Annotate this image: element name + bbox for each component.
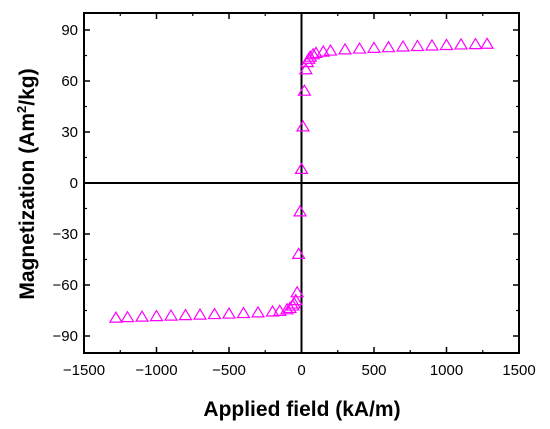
data-point [265, 304, 280, 317]
data-point [352, 41, 367, 54]
data-point [303, 50, 318, 62]
data-point [236, 306, 251, 319]
data-point [221, 306, 237, 319]
data-point [410, 39, 425, 52]
data-point [207, 307, 222, 320]
y-tick-label: 0 [70, 175, 78, 192]
x-tick-label: −500 [212, 362, 246, 379]
data-point [134, 309, 150, 322]
data-point [323, 43, 338, 56]
y-tick-label: −60 [53, 277, 78, 294]
x-tick-label: 500 [361, 362, 386, 379]
data-point [306, 47, 321, 60]
y-tick-label: −30 [53, 226, 78, 243]
data-point [279, 302, 295, 315]
data-point [468, 37, 483, 50]
data-points [108, 37, 495, 323]
data-point [292, 204, 308, 217]
data-point [149, 309, 164, 322]
x-tick-label: 0 [297, 362, 305, 379]
data-point [192, 307, 208, 320]
data-point [163, 308, 179, 321]
data-point [108, 310, 123, 323]
data-point [480, 37, 495, 49]
data-point [250, 305, 266, 318]
y-axis-title: Magnetization (Am2/kg) [14, 68, 39, 299]
x-tick-label: −1000 [135, 362, 177, 379]
data-point [424, 38, 440, 51]
y-axis-title-main: Magnetization (Am [16, 113, 39, 300]
data-point [381, 40, 396, 53]
data-point [120, 310, 135, 323]
data-point [291, 247, 306, 259]
y-tick-label: 30 [61, 124, 78, 141]
tick-labels: −1500 −1000 −500 0 500 1000 1500 −90 −60 −30 0 30 60… [53, 22, 536, 379]
x-tick-label: −1500 [63, 362, 105, 379]
y-tick-label: −90 [53, 328, 78, 345]
x-tick-label: 1500 [502, 362, 535, 379]
data-point [439, 38, 454, 51]
data-point [366, 41, 382, 53]
y-tick-label: 90 [61, 22, 78, 39]
y-tick-label: 60 [61, 73, 78, 90]
axis-ticks [83, 13, 520, 353]
data-point [297, 84, 312, 96]
x-tick-label: 1000 [430, 362, 463, 379]
data-point [453, 37, 469, 50]
data-point [288, 293, 303, 306]
data-point [290, 285, 305, 298]
data-point [294, 162, 309, 174]
data-point [298, 62, 313, 75]
data-point [178, 308, 193, 321]
x-axis-title: Applied field (kA/m) [203, 398, 400, 421]
data-point [337, 42, 353, 55]
y-axis-title-unit: /kg) [16, 68, 39, 105]
data-point [395, 39, 411, 52]
zero-lines [84, 13, 519, 353]
y-axis-title-superscript: 2 [14, 106, 29, 113]
data-point [295, 119, 311, 132]
